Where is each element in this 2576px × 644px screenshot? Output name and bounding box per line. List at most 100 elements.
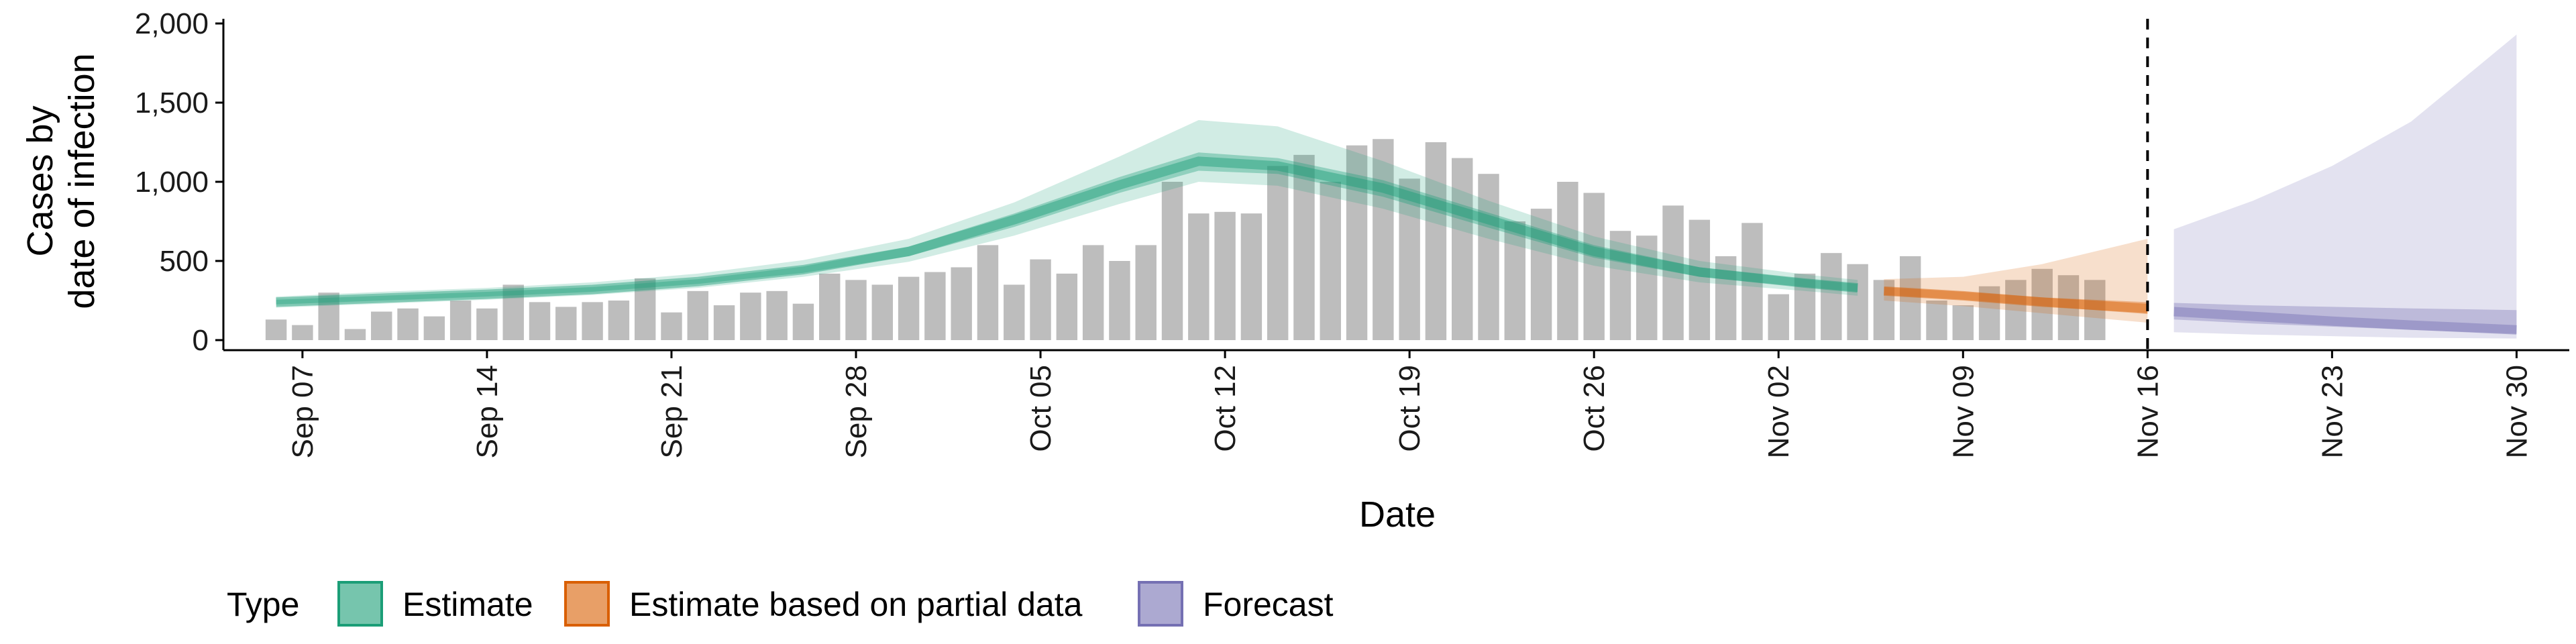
case-bar xyxy=(1873,280,1895,340)
case-bar xyxy=(1373,139,1394,340)
legend: Type Estimate Estimate based on partial d… xyxy=(227,581,1334,627)
x-tick-label: Nov 09 xyxy=(1947,365,1980,458)
legend-swatch xyxy=(564,581,610,627)
case-bar xyxy=(1847,264,1868,340)
case-bar xyxy=(397,308,419,340)
case-bar xyxy=(2005,280,2027,340)
legend-label: Estimate based on partial data xyxy=(629,586,1083,623)
forecast-band-90 xyxy=(2174,34,2517,339)
legend-title: Type xyxy=(227,586,299,623)
case-bar xyxy=(1109,261,1130,340)
case-bar xyxy=(1899,256,1921,340)
case-bar xyxy=(1609,231,1631,340)
case-bar xyxy=(1794,273,1816,340)
case-bar xyxy=(1030,259,1051,340)
legend-label: Forecast xyxy=(1203,586,1334,623)
estimate-based-on-partial-data-band-50 xyxy=(1884,286,2148,315)
case-bar xyxy=(608,301,630,340)
case-bar xyxy=(2084,280,2106,340)
x-tick-label: Nov 02 xyxy=(1762,365,1795,458)
case-bar xyxy=(898,276,920,340)
case-bar xyxy=(951,267,972,340)
case-bar xyxy=(1715,256,1737,340)
legend-label: Estimate xyxy=(402,586,533,623)
observed-cases-bars xyxy=(265,139,2106,340)
x-tick-label: Nov 16 xyxy=(2131,365,2164,458)
case-bar xyxy=(1346,145,1368,340)
case-bar xyxy=(502,284,524,340)
x-tick-label: Sep 21 xyxy=(655,365,688,458)
case-bar xyxy=(1952,305,1974,340)
case-bar xyxy=(1004,284,1025,340)
y-tick-label: 0 xyxy=(193,324,209,357)
case-bar xyxy=(1636,235,1658,340)
case-bar xyxy=(423,316,445,340)
estimate-median-line xyxy=(276,156,1858,307)
y-tick-label: 500 xyxy=(160,245,209,278)
forecast-band-50 xyxy=(2174,303,2517,334)
forecast-median-line xyxy=(2174,307,2517,335)
x-tick-label: Sep 07 xyxy=(286,365,319,458)
legend-items: Estimate Estimate based on partial data Fo… xyxy=(337,581,1334,627)
x-tick-label: Oct 19 xyxy=(1393,365,1426,452)
case-bar xyxy=(661,312,682,340)
case-bar xyxy=(1530,209,1552,340)
case-bar xyxy=(1056,273,1078,340)
case-bar xyxy=(1161,182,1183,340)
case-bar xyxy=(1557,182,1578,340)
x-tick-label: Oct 05 xyxy=(1024,365,1057,452)
y-tick-label: 2,000 xyxy=(135,7,209,40)
estimate-ribbons xyxy=(276,34,2517,339)
case-bar xyxy=(1425,142,1447,340)
case-bar xyxy=(766,290,788,340)
case-bar xyxy=(1478,174,1499,340)
case-bar xyxy=(371,311,392,340)
case-bar xyxy=(1214,211,1236,340)
case-bar xyxy=(344,329,366,340)
estimate-based-on-partial-data-median-line xyxy=(1883,286,2148,313)
case-bar xyxy=(687,290,708,340)
case-bar xyxy=(792,303,814,340)
case-bar xyxy=(1504,221,1526,340)
x-axis-ticks: Sep 07 Sep 14 Sep 21 Sep 28 Oct 05 Oct 12 Oct … xyxy=(286,350,2533,458)
x-axis-title: Date xyxy=(1359,494,1436,535)
case-bar xyxy=(1688,219,1711,340)
case-bar xyxy=(871,284,894,340)
case-bar xyxy=(1452,158,1473,340)
x-tick-label: Nov 30 xyxy=(2500,365,2533,458)
case-bar xyxy=(1821,253,1842,340)
y-tick-label: 1,500 xyxy=(135,87,209,119)
case-bar xyxy=(555,307,577,340)
case-bar xyxy=(1399,178,1420,340)
legend-swatch xyxy=(1138,581,1183,627)
estimate-median-lines xyxy=(276,156,2517,335)
legend-swatch xyxy=(337,581,383,627)
estimate-band-90 xyxy=(276,120,1858,308)
case-bar xyxy=(529,302,551,340)
x-tick-label: Nov 23 xyxy=(2316,365,2349,458)
case-bar xyxy=(2057,275,2080,340)
case-bar xyxy=(1188,213,1210,340)
case-bar xyxy=(1926,301,1947,340)
case-bar xyxy=(1768,294,1789,340)
x-tick-label: Oct 26 xyxy=(1578,365,1611,452)
case-bar xyxy=(1135,245,1157,340)
case-bar xyxy=(1978,286,2000,340)
case-bar xyxy=(1082,245,1104,340)
x-tick-label: Sep 28 xyxy=(840,365,873,458)
y-axis-ticks: 0 500 1,000 1,500 2,000 xyxy=(135,7,223,357)
case-bar xyxy=(1267,166,1289,340)
case-bar xyxy=(845,280,867,340)
case-bar xyxy=(582,302,603,340)
case-bar xyxy=(1240,213,1263,340)
case-bar xyxy=(1320,182,1341,340)
case-bar xyxy=(318,292,339,340)
case-bar xyxy=(265,319,287,340)
x-tick-label: Oct 12 xyxy=(1209,365,1242,452)
case-bar xyxy=(292,325,313,340)
case-bar xyxy=(1741,223,1763,340)
case-bar xyxy=(740,292,761,340)
y-axis-title-line-1: Cases by xyxy=(20,105,60,256)
case-bar xyxy=(449,301,472,340)
